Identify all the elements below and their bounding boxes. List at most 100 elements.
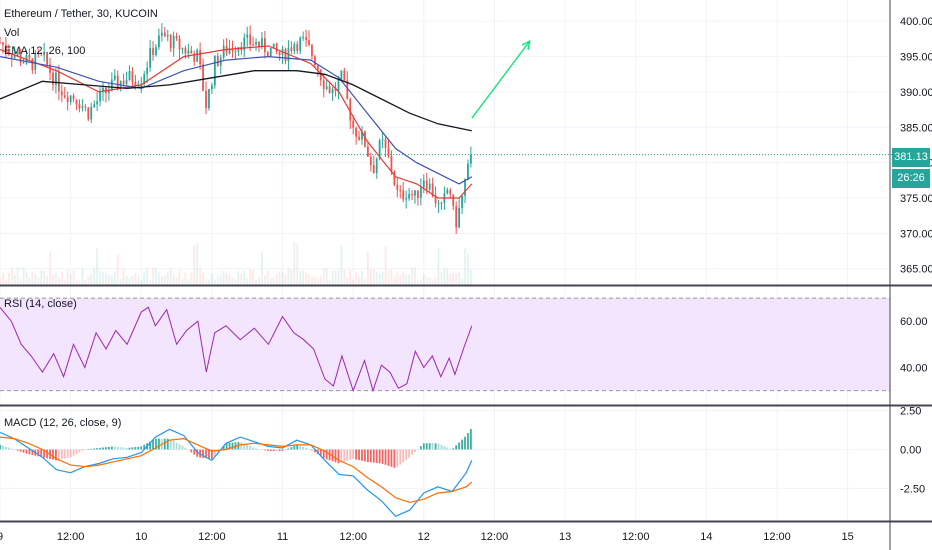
candle-body (411, 194, 413, 196)
macd-histogram-bar (319, 449, 322, 457)
macd-histogram-bar (252, 447, 255, 450)
volume-bar (60, 271, 63, 285)
macd-histogram-bar (308, 448, 310, 450)
macd-histogram-bar (405, 449, 408, 461)
volume-bar (172, 274, 175, 285)
candle-body (13, 55, 16, 58)
macd-histogram-bar (337, 449, 340, 464)
countdown-badge: 26:26 (892, 169, 930, 188)
macd-histogram-bar (261, 449, 263, 451)
volume-bar (234, 280, 237, 285)
macd-histogram-bar (19, 449, 22, 452)
volume-bar (393, 276, 396, 285)
candle-body (196, 49, 199, 62)
volume-bar (408, 274, 410, 285)
macd-histogram-bar (284, 449, 287, 451)
candle-body (464, 179, 466, 196)
volume-bar (281, 271, 284, 285)
volume-bar (287, 268, 290, 285)
candle-body (293, 44, 296, 52)
macd-histogram-bar (16, 449, 19, 451)
macd-histogram-bar (369, 449, 372, 463)
volume-bar (16, 267, 19, 285)
volume-bar (240, 273, 243, 285)
volume-bar (258, 277, 260, 285)
candle-body (414, 190, 416, 196)
macd-histogram-bar (81, 449, 84, 451)
volume-bar (196, 243, 199, 285)
volume-bar (34, 274, 37, 285)
macd-histogram-bar (325, 449, 328, 460)
time-tick-label: 14 (700, 531, 712, 543)
macd-histogram-bar (99, 447, 101, 450)
macd-histogram-bar (122, 447, 125, 450)
arrow-line (471, 40, 531, 119)
volume-bar (269, 278, 272, 285)
volume-bar (155, 268, 157, 285)
macd-histogram-bar (419, 446, 422, 450)
symbol-legend[interactable]: Ethereum / Tether, 30, KUCOIN (4, 8, 158, 20)
macd-histogram-bar (361, 449, 363, 461)
candle-body (346, 80, 349, 99)
macd-histogram-bar (69, 449, 72, 458)
candle-body (110, 79, 113, 91)
candle-body (399, 190, 402, 192)
candle-body (393, 171, 396, 185)
candle-body (299, 38, 302, 51)
macd-histogram-bar (228, 442, 231, 450)
candle-body (369, 156, 372, 166)
candle-body (190, 50, 193, 54)
volume-bar (216, 276, 219, 285)
macd-histogram-bar (119, 447, 122, 450)
macd-line (0, 428, 473, 518)
candle-body (31, 58, 34, 70)
ema-legend[interactable]: EMA 12, 26, 100 (4, 45, 86, 57)
macd-histogram-bar (302, 446, 305, 450)
candle-body (337, 79, 340, 91)
volume-bar (222, 270, 225, 285)
candle-body (452, 194, 455, 207)
candle-body (296, 44, 299, 51)
candle-body (446, 189, 449, 194)
macd-histogram-bar (96, 448, 99, 450)
candle-body (272, 43, 275, 49)
volume-bar (13, 275, 16, 285)
macd-histogram-bar (287, 448, 290, 450)
volume-bar (137, 275, 140, 285)
volume-bar (308, 274, 310, 285)
macd-legend[interactable]: MACD (12, 26, close, 9) (4, 417, 122, 429)
candle-body (81, 106, 84, 109)
macd-histogram-bar (60, 449, 63, 460)
candle-body (461, 195, 463, 208)
volume-bar (87, 276, 90, 285)
price-tick-label: 395.00 (900, 52, 932, 64)
macd-histogram-bar (222, 445, 225, 450)
candle-body (284, 48, 287, 62)
macd-histogram-bar (110, 446, 113, 450)
macd-histogram-bar (384, 449, 387, 465)
volume-bar (163, 275, 166, 285)
volume-bar (411, 267, 413, 285)
volume-legend[interactable]: Vol (4, 27, 20, 39)
volume-bar (405, 275, 408, 285)
time-tick-label: 10 (135, 531, 147, 543)
macd-histogram-bar (25, 449, 28, 454)
volume-bar (113, 271, 116, 285)
candle-body (252, 44, 255, 46)
time-tick-label: 9 (0, 531, 3, 543)
macd-histogram-bar (314, 449, 316, 453)
macd-histogram-bar (31, 449, 34, 456)
candle-body (319, 69, 322, 81)
macd-histogram-bar (166, 438, 169, 450)
candle-body (290, 47, 293, 52)
candle-body (258, 41, 260, 47)
candle-body (19, 54, 22, 63)
volume-bar (175, 277, 178, 285)
macd-histogram-bar (299, 446, 302, 450)
candle-body (25, 54, 28, 63)
macd-histogram-bar (213, 449, 216, 456)
macd-histogram-bar (75, 449, 78, 455)
candle-body (378, 140, 381, 159)
rsi-legend[interactable]: RSI (14, close) (4, 298, 77, 310)
price-tick-label: 385.00 (900, 122, 932, 134)
